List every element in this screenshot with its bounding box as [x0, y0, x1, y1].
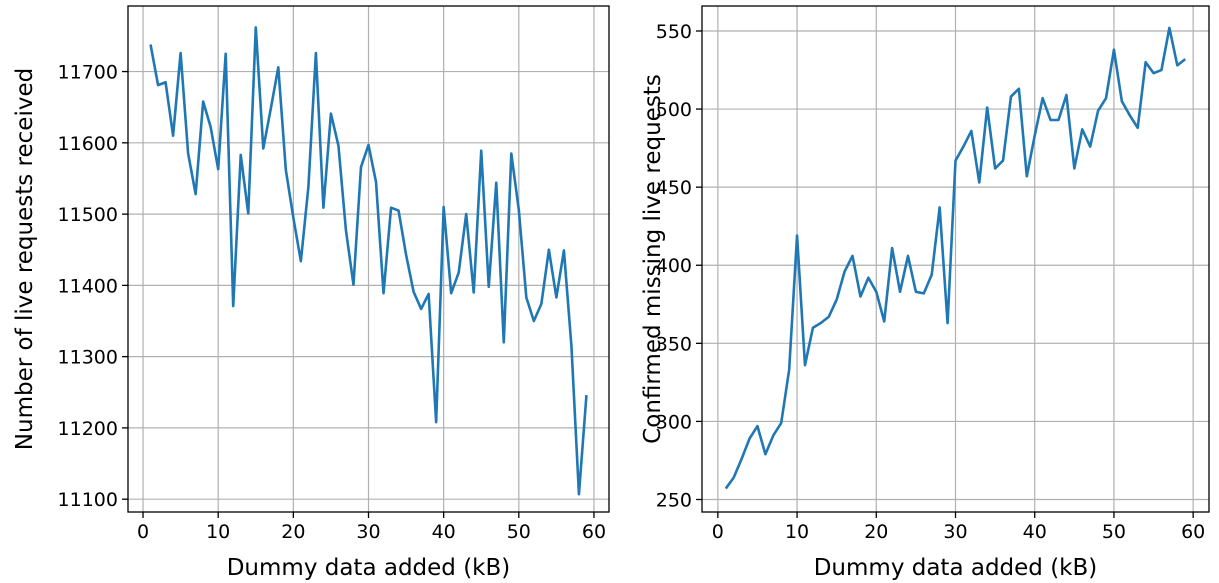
- left-chart-ytick-label-11300: 11300: [58, 347, 118, 369]
- left-chart-xtick-label-20: 20: [281, 521, 305, 543]
- right-chart-xtick-label-60: 60: [1181, 521, 1205, 543]
- left-chart-ytick-label-11400: 11400: [58, 275, 118, 297]
- left-chart-ytick-label-11200: 11200: [58, 418, 118, 440]
- right-chart-xlabel: Dummy data added (kB): [814, 555, 1098, 581]
- left-chart: 0 10 20 30 40 50 60 11100 11200 11300 11400 11500 11…: [12, 5, 610, 581]
- left-chart-ytick-label-11700: 11700: [58, 62, 118, 84]
- left-chart-xlabel: Dummy data added (kB): [227, 555, 511, 581]
- left-chart-xtick-label-50: 50: [507, 521, 531, 543]
- right-chart-ytick-label-350: 350: [656, 333, 692, 355]
- right-chart-ytick-label-300: 300: [656, 411, 692, 433]
- right-chart-xtick-label-0: 0: [712, 521, 724, 543]
- left-chart-xtick-label-30: 30: [356, 521, 380, 543]
- right-chart: 0 10 20 30 40 50 60 250 300 350 400 450 500 550 Dummy …: [640, 5, 1210, 581]
- right-chart-xtick-label-20: 20: [864, 521, 888, 543]
- right-chart-ylabel: Confirmed missing live requests: [640, 74, 666, 444]
- left-chart-xtick-label-60: 60: [582, 521, 606, 543]
- right-chart-xtick-label-50: 50: [1102, 521, 1126, 543]
- left-chart-xtick-label-10: 10: [206, 521, 230, 543]
- left-chart-ytick-label-11100: 11100: [58, 489, 118, 511]
- right-chart-xtick-label-30: 30: [943, 521, 967, 543]
- right-chart-ytick-label-550: 550: [656, 21, 692, 43]
- right-chart-ytick-label-250: 250: [656, 490, 692, 512]
- left-chart-ytick-label-11600: 11600: [58, 133, 118, 155]
- right-chart-xtick-label-40: 40: [1023, 521, 1047, 543]
- left-chart-xtick-label-40: 40: [432, 521, 456, 543]
- left-chart-ylabel: Number of live requests received: [12, 68, 38, 450]
- right-chart-ytick-label-500: 500: [656, 99, 692, 121]
- right-chart-ytick-label-450: 450: [656, 177, 692, 199]
- right-chart-ytick-label-400: 400: [656, 255, 692, 277]
- right-chart-xtick-label-10: 10: [785, 521, 809, 543]
- left-chart-ytick-label-11500: 11500: [58, 204, 118, 226]
- left-chart-xtick-label-0: 0: [137, 521, 149, 543]
